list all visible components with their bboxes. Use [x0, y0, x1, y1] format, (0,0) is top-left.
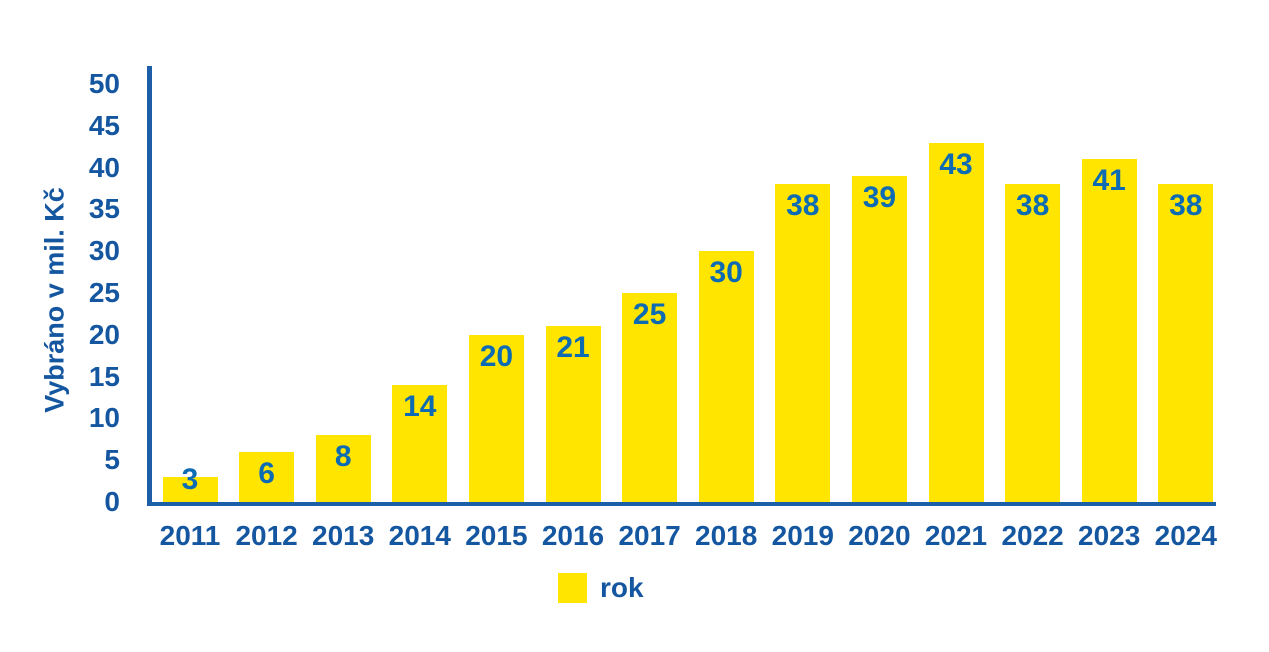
x-tick-label: 2022 [1001, 520, 1064, 551]
legend: rok [558, 573, 644, 603]
bar [392, 384, 448, 502]
bar [468, 334, 524, 502]
bar-value-label: 38 [1015, 189, 1050, 223]
bar-value-label: 25 [632, 298, 667, 331]
bar [239, 451, 295, 502]
y-tick-label: 35 [88, 193, 120, 225]
bar [698, 251, 754, 502]
y-tick-label: 10 [88, 402, 120, 434]
bar-value-label: 39 [862, 180, 897, 214]
bar [851, 175, 907, 502]
bar [928, 142, 984, 502]
bar [315, 435, 371, 502]
x-tick-label: 2023 [1078, 520, 1141, 551]
bar-value-label: 6 [258, 456, 275, 490]
x-tick-label: 2015 [465, 520, 528, 551]
bar-value-label: 30 [709, 256, 743, 290]
bar-value-label: 20 [479, 339, 514, 373]
bar-value-label: 41 [1092, 164, 1126, 198]
bar-value-label: 8 [334, 440, 352, 474]
y-tick-label: 50 [88, 68, 120, 99]
bar [1081, 159, 1137, 502]
x-tick-label: 2018 [695, 520, 758, 551]
bar-value-label: 38 [786, 189, 820, 223]
y-tick-label: 20 [88, 318, 120, 350]
x-axis-line [147, 502, 1216, 506]
x-tick-label: 2013 [312, 520, 375, 551]
legend-label: rok [600, 572, 644, 603]
bar-value-label: 21 [556, 331, 590, 365]
x-tick-label: 2016 [541, 520, 605, 551]
y-tick-label: 40 [88, 151, 120, 183]
x-tick-label: 2020 [848, 520, 911, 551]
x-tick-label: 2019 [771, 520, 834, 551]
bar-value-label: 38 [1169, 189, 1203, 223]
y-tick-label: 45 [88, 109, 120, 141]
bar [162, 476, 218, 502]
x-tick-label: 2014 [388, 520, 451, 551]
y-tick-label: 15 [88, 360, 120, 392]
bar-value-label: 43 [939, 147, 973, 181]
x-tick-label: 2024 [1154, 520, 1217, 551]
x-tick-label: 2021 [924, 520, 988, 551]
bar [775, 184, 831, 502]
bar-value-label: 14 [403, 389, 437, 423]
x-tick-label: 2012 [235, 520, 298, 551]
x-tick-label: 2017 [618, 520, 681, 551]
legend-swatch-icon [558, 573, 587, 603]
y-tick-label: 0 [104, 486, 120, 517]
y-tick-label: 5 [104, 444, 120, 476]
y-tick-label: 30 [88, 235, 120, 267]
bar [1158, 184, 1214, 502]
y-tick-label: 25 [88, 277, 120, 308]
bar-value-label: 3 [181, 463, 199, 496]
bar [545, 326, 601, 502]
bar [1005, 184, 1061, 502]
y-axis-line [147, 66, 152, 506]
bar [622, 293, 678, 502]
x-tick-label: 2011 [159, 520, 221, 551]
